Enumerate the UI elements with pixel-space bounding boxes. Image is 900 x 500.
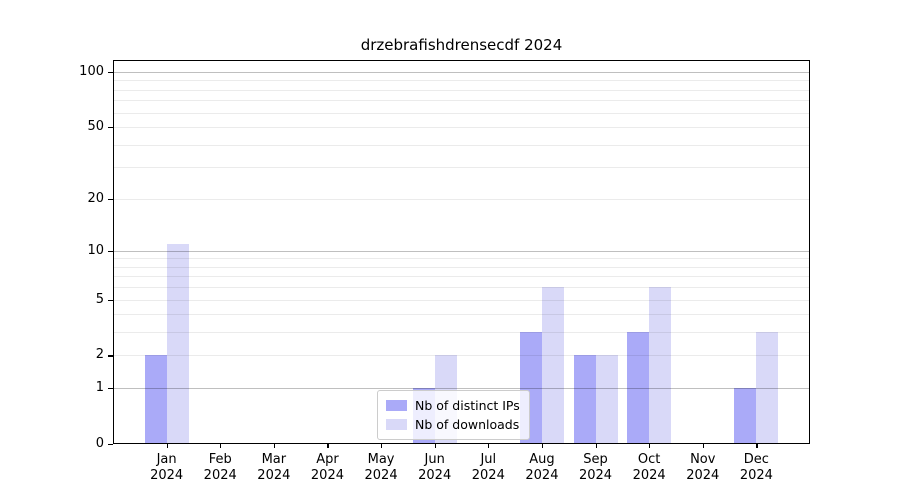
bar-distinct-ips-dec bbox=[734, 388, 757, 444]
x-tick-mark bbox=[327, 444, 329, 448]
gridline-minor bbox=[113, 355, 810, 357]
y-tick-mark bbox=[108, 250, 113, 252]
gridline-minor bbox=[113, 144, 810, 146]
gridline-minor bbox=[113, 287, 810, 289]
gridline-minor bbox=[113, 167, 810, 169]
y-tick-mark bbox=[108, 299, 113, 301]
x-tick-label-feb: Feb 2024 bbox=[203, 452, 237, 483]
x-tick-mark bbox=[166, 444, 168, 448]
y-tick-label: 100 bbox=[79, 63, 104, 79]
x-tick-label-apr: Apr 2024 bbox=[310, 452, 344, 483]
y-tick-mark bbox=[108, 198, 113, 200]
gridline-minor bbox=[113, 100, 810, 102]
y-tick-label: 50 bbox=[87, 118, 104, 134]
y-tick-label: 10 bbox=[87, 242, 104, 258]
gridline-minor bbox=[113, 276, 810, 278]
x-tick-label-may: May 2024 bbox=[364, 452, 398, 483]
x-tick-label-jun: Jun 2024 bbox=[418, 452, 452, 483]
x-tick-label-nov: Nov 2024 bbox=[686, 452, 720, 483]
x-tick-mark bbox=[702, 444, 704, 448]
bar-downloads-sep bbox=[595, 355, 618, 444]
gridline-major bbox=[113, 250, 810, 252]
gridline-minor bbox=[113, 258, 810, 260]
legend-label-distinct-ips: Nb of distinct IPs bbox=[415, 398, 520, 413]
gridline-minor bbox=[113, 89, 810, 91]
x-tick-label-oct: Oct 2024 bbox=[632, 452, 666, 483]
gridline-minor bbox=[113, 299, 810, 301]
x-tick-mark bbox=[434, 444, 436, 448]
y-tick-label: 0 bbox=[95, 436, 104, 451]
gridline-minor bbox=[113, 266, 810, 268]
y-tick-label: 1 bbox=[95, 380, 104, 396]
x-tick-label-mar: Mar 2024 bbox=[257, 452, 291, 483]
bar-downloads-oct bbox=[649, 287, 672, 444]
x-tick-label-jan: Jan 2024 bbox=[150, 452, 184, 483]
x-tick-mark bbox=[381, 444, 383, 448]
x-tick-mark bbox=[273, 444, 276, 448]
legend-item-distinct-ips: Nb of distinct IPs bbox=[386, 396, 520, 415]
x-tick-mark bbox=[756, 444, 758, 448]
y-tick-label: 20 bbox=[87, 190, 104, 206]
x-tick-label-dec: Dec 2024 bbox=[739, 452, 773, 483]
bar-downloads-dec bbox=[756, 332, 779, 444]
gridline-minor bbox=[113, 314, 810, 316]
y-tick-mark bbox=[108, 71, 113, 74]
gridline-minor bbox=[113, 112, 810, 114]
gridline-major bbox=[113, 71, 810, 73]
bar-downloads-jan bbox=[166, 243, 189, 444]
legend-label-downloads: Nb of downloads bbox=[415, 417, 520, 432]
grid-layer bbox=[113, 60, 810, 444]
legend-swatch-distinct-ips bbox=[386, 400, 407, 411]
legend: Nb of distinct IPs Nb of downloads bbox=[377, 390, 530, 440]
gridline-minor bbox=[113, 80, 810, 82]
bar-distinct-ips-sep bbox=[573, 355, 596, 444]
gridline-minor bbox=[113, 332, 810, 334]
legend-swatch-downloads bbox=[386, 419, 407, 430]
gridline-minor bbox=[113, 126, 810, 128]
bar-downloads-aug bbox=[541, 287, 564, 444]
y-tick-label: 5 bbox=[95, 291, 104, 307]
y-tick-mark bbox=[108, 444, 113, 446]
x-tick-label-jul: Jul 2024 bbox=[471, 452, 505, 483]
gridline-minor bbox=[113, 198, 810, 200]
x-tick-mark bbox=[541, 444, 544, 448]
y-tick-mark bbox=[108, 126, 113, 129]
x-tick-mark bbox=[649, 444, 651, 448]
bar-distinct-ips-jan bbox=[144, 355, 167, 444]
bar-distinct-ips-oct bbox=[627, 332, 650, 444]
y-tick-mark bbox=[108, 355, 113, 357]
chart-title: drzebrafishdrensecdf 2024 bbox=[360, 36, 563, 54]
x-tick-mark bbox=[595, 444, 597, 448]
legend-item-downloads: Nb of downloads bbox=[386, 415, 520, 434]
x-tick-mark bbox=[488, 444, 490, 448]
x-tick-label-sep: Sep 2024 bbox=[578, 452, 613, 483]
y-tick-mark bbox=[108, 388, 113, 390]
x-tick-mark bbox=[220, 444, 222, 448]
plot-area: Nb of distinct IPs Nb of downloads bbox=[113, 60, 810, 444]
gridline-major bbox=[113, 388, 810, 390]
y-tick-label: 2 bbox=[95, 347, 104, 363]
x-tick-label-aug: Aug 2024 bbox=[525, 452, 559, 483]
